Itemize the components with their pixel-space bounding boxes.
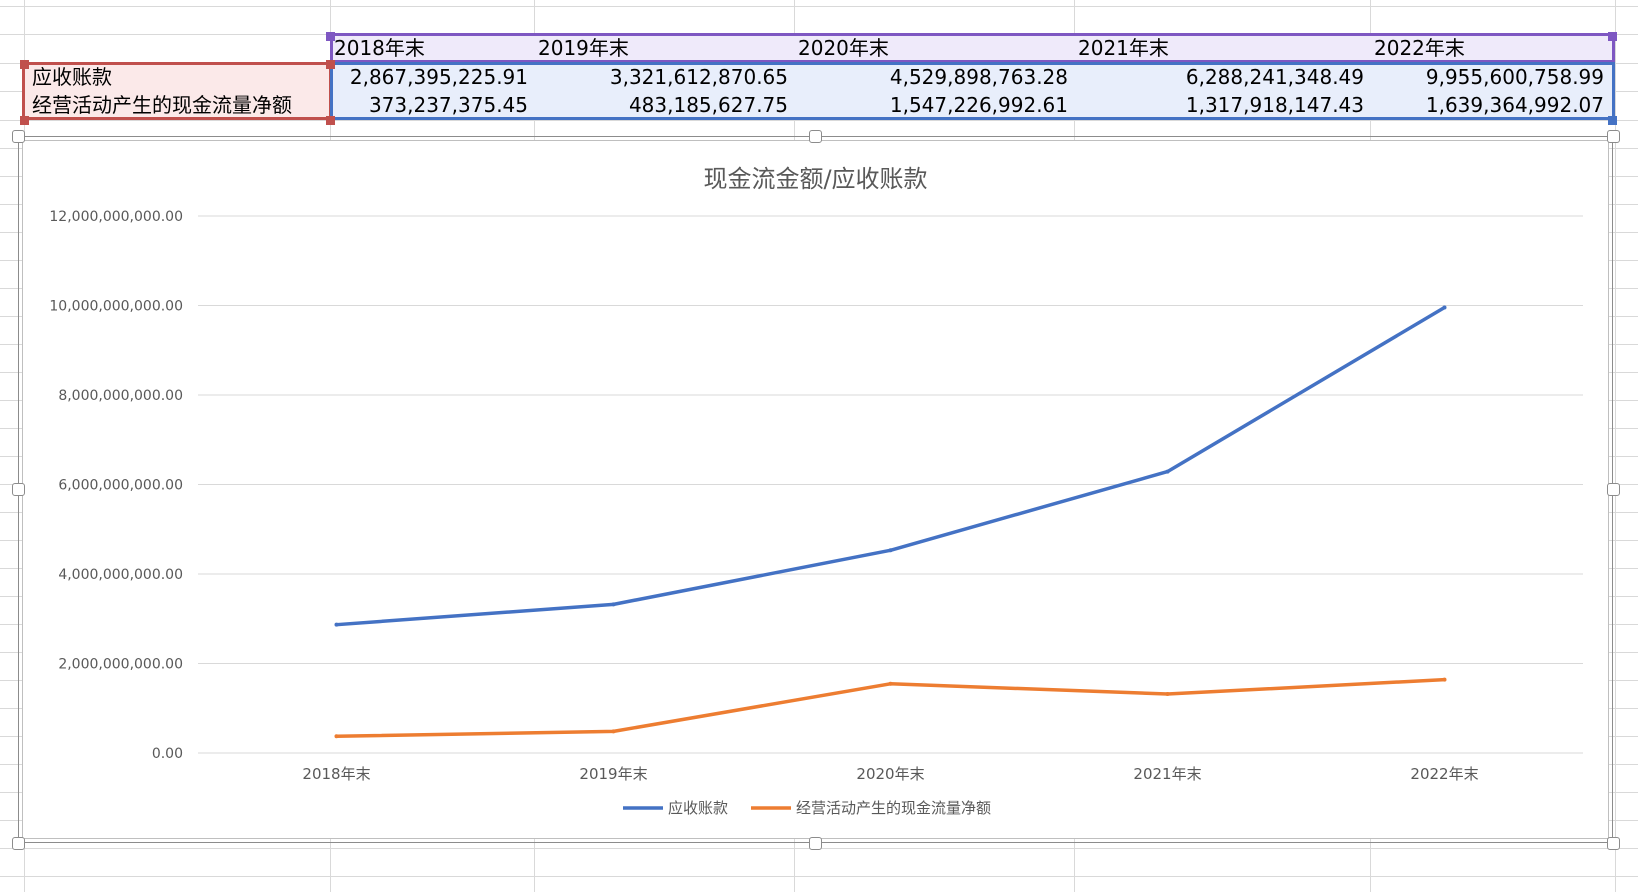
receivables-2022[interactable]: 9,955,600,758.99 [1425,65,1604,89]
chart-resize-handle-tr[interactable] [1607,130,1620,143]
chart-resize-handle-br[interactable] [1607,837,1620,850]
series-2-point [1165,692,1170,697]
cashflow-2022[interactable]: 1,639,364,992.07 [1425,93,1604,117]
x-tick-label: 2019年末 [579,765,647,783]
label-column-highlight [24,64,330,120]
chart-resize-handle-bl[interactable] [12,837,25,850]
receivables-2019[interactable]: 3,321,612,870.65 [609,65,788,89]
chart-resize-handle-bottom[interactable] [809,837,822,850]
y-tick-label: 6,000,000,000.00 [58,478,183,494]
year-header-2020[interactable]: 2020年末 [798,36,889,60]
x-tick-label: 2021年末 [1133,765,1201,783]
range-handle-label-tr[interactable] [326,60,335,69]
chart-resize-handle-right[interactable] [1607,483,1620,496]
year-header-2019[interactable]: 2019年末 [538,36,629,60]
chart-title[interactable]: 现金流金额/应收账款 [703,165,928,193]
chart-resize-handle-tl[interactable] [12,130,25,143]
header-row-highlight [330,35,1615,62]
series-line-2 [334,677,1447,739]
cashflow-2019[interactable]: 483,185,627.75 [628,93,788,117]
chart-resize-handle-left[interactable] [12,483,25,496]
legend-label-1: 应收账款 [668,799,728,817]
series-1-point [1165,469,1170,474]
series-2-point [334,734,339,739]
cashflow-2021[interactable]: 1,317,918,147.43 [1185,93,1364,117]
chart-resize-handle-top[interactable] [809,130,822,143]
range-handle-label-bl[interactable] [20,116,29,125]
range-handle-header-tr[interactable] [1608,32,1617,41]
series-1-point [1442,305,1447,310]
receivables-2021[interactable]: 6,288,241,348.49 [1185,65,1364,89]
row-label-operating-cashflow[interactable]: 经营活动产生的现金流量净额 [32,93,292,117]
series-1-point [334,622,339,627]
receivables-2020[interactable]: 4,529,898,763.28 [889,65,1068,89]
receivables-2018[interactable]: 2,867,395,225.91 [349,65,528,89]
series-2-point [888,681,893,686]
x-tick-label: 2020年末 [856,765,924,783]
cashflow-2018[interactable]: 373,237,375.45 [368,93,528,117]
y-tick-label: 10,000,000,000.00 [49,299,183,315]
y-tick-label: 0.00 [152,746,183,762]
range-handle-label-br[interactable] [326,116,335,125]
y-tick-label: 12,000,000,000.00 [49,209,183,225]
cashflow-2020[interactable]: 1,547,226,992.61 [889,93,1068,117]
row-label-receivables[interactable]: 应收账款 [32,65,112,89]
x-tick-label: 2018年末 [302,765,370,783]
range-handle-data-br[interactable] [1608,116,1617,125]
data-range-highlight [330,64,1615,120]
year-header-2018[interactable]: 2018年末 [334,36,425,60]
year-header-2021[interactable]: 2021年末 [1078,36,1169,60]
y-tick-label: 8,000,000,000.00 [58,388,183,404]
y-tick-label: 2,000,000,000.00 [58,657,183,673]
series-2-point [1442,677,1447,682]
legend-label-2: 经营活动产生的现金流量净额 [796,799,991,817]
range-handle-label-tl[interactable] [20,60,29,69]
year-header-2022[interactable]: 2022年末 [1374,36,1465,60]
y-tick-label: 4,000,000,000.00 [58,567,183,583]
chart-area[interactable]: 现金流金额/应收账款 0.00 2,000,000,000.00 4,000,000… [22,140,1609,839]
range-handle-header-tl[interactable] [326,32,335,41]
line-chart: 0.00 2,000,000,000.00 4,000,000,000.00 6,00… [49,209,1583,817]
series-2-point [611,729,616,734]
series-line-1 [334,305,1447,627]
series-1-point [611,602,616,607]
x-tick-label: 2022年末 [1410,765,1478,783]
series-1-point [888,548,893,553]
